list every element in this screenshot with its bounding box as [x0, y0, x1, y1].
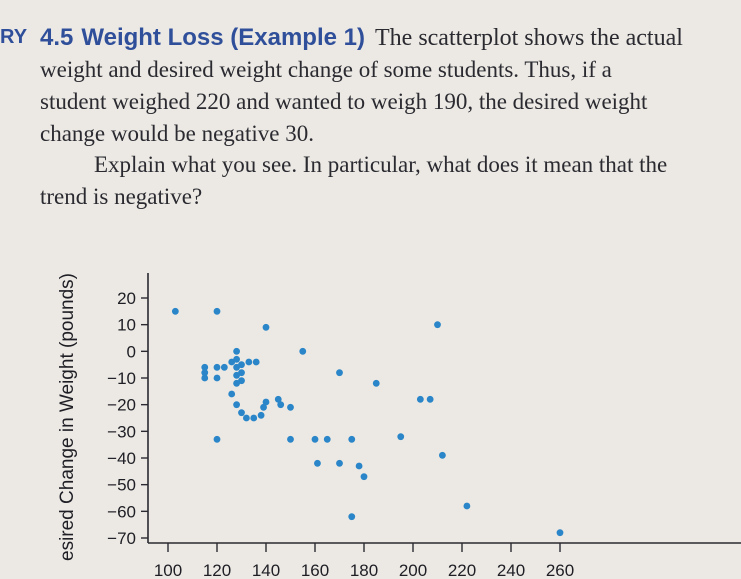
y-tick-label: −50 — [107, 476, 136, 495]
y-tick-label: −40 — [107, 449, 136, 468]
data-point — [250, 414, 258, 422]
data-point — [238, 361, 245, 369]
data-point — [434, 321, 441, 329]
data-point — [463, 502, 471, 510]
x-tick-label: 180 — [350, 561, 378, 579]
data-point — [213, 363, 221, 371]
data-point — [238, 409, 245, 417]
x-tick-label: 240 — [497, 561, 525, 579]
data-point — [233, 401, 241, 409]
data-point — [233, 347, 241, 355]
y-ticks: 20 10 0 −10 −20 −30 −40 −50 −60 −70 — [107, 289, 148, 548]
data-point — [238, 369, 245, 377]
question-line-1: Explain what you see. In particular, wha… — [94, 152, 668, 177]
x-tick-label: 220 — [448, 561, 476, 579]
exercise-text-line-1: The scatterplot shows the actual — [375, 25, 683, 51]
exercise-number: 4.5 — [40, 24, 74, 51]
data-point — [201, 369, 209, 377]
y-axis-label: esired Change in Weight (pounds) — [57, 273, 78, 561]
data-point — [426, 395, 434, 403]
data-point — [336, 459, 343, 467]
data-point — [277, 401, 285, 409]
data-point — [213, 307, 221, 315]
exercise-text-line-2: weight and desired weight change of some… — [40, 57, 612, 82]
x-tick-label: 200 — [399, 561, 427, 579]
data-point — [397, 433, 405, 441]
y-tick-label: 0 — [127, 342, 136, 361]
data-point — [360, 473, 368, 481]
data-point — [323, 435, 331, 443]
exercise-title: Weight Loss (Example 1) — [81, 24, 365, 51]
data-point — [299, 347, 307, 355]
data-point — [348, 435, 356, 443]
x-tick-label: 260 — [546, 561, 574, 579]
exercise-heading: 4.5 Weight Loss (Example 1) The scatterplo… — [40, 22, 740, 54]
data-point — [355, 462, 363, 470]
data-point — [228, 390, 236, 398]
chapter-prefix: RY — [0, 26, 28, 48]
data-point — [416, 395, 424, 403]
data-point — [220, 363, 228, 371]
x-tick-label: 140 — [252, 561, 280, 579]
x-ticks: 100 120 140 160 180 200 220 240 260 — [154, 543, 574, 579]
data-point — [245, 358, 253, 366]
y-tick-label: −70 — [107, 529, 136, 548]
data-point — [287, 403, 294, 411]
y-tick-label: −30 — [107, 422, 136, 441]
exercise-text-line-3: student weighed 220 and wanted to weigh … — [40, 89, 648, 114]
data-point — [252, 358, 260, 366]
data-point — [201, 363, 209, 371]
data-point — [243, 414, 250, 422]
y-tick-label: 20 — [117, 289, 136, 308]
y-tick-label: −10 — [107, 369, 136, 388]
x-tick-label: 120 — [203, 561, 231, 579]
data-point — [213, 374, 221, 382]
data-point — [314, 459, 321, 467]
data-point — [348, 513, 356, 521]
data-point — [201, 374, 209, 382]
data-point — [287, 435, 294, 443]
data-point — [311, 435, 319, 443]
data-point — [262, 323, 270, 331]
y-tick-label: −60 — [107, 502, 136, 521]
data-point — [336, 369, 343, 377]
data-point — [262, 398, 270, 406]
data-point — [439, 451, 446, 459]
data-point — [233, 355, 241, 363]
exercise-text-line-4: change would be negative 30. — [40, 121, 314, 146]
data-point — [556, 529, 564, 537]
scatterplot: esired Change in Weight (pounds) 20100−1… — [57, 273, 741, 579]
data-point — [171, 307, 179, 315]
data-point — [372, 379, 380, 387]
y-tick-label: −20 — [107, 396, 136, 415]
question-line-2: trend is negative? — [40, 184, 203, 209]
x-tick-label: 100 — [154, 561, 182, 579]
data-point — [257, 411, 265, 419]
data-point — [274, 395, 282, 403]
data-points — [171, 307, 564, 537]
data-point — [260, 403, 267, 411]
x-tick-label: 160 — [301, 561, 329, 579]
data-point — [213, 435, 221, 443]
data-point — [238, 377, 245, 385]
y-tick-label: 10 — [117, 316, 136, 335]
